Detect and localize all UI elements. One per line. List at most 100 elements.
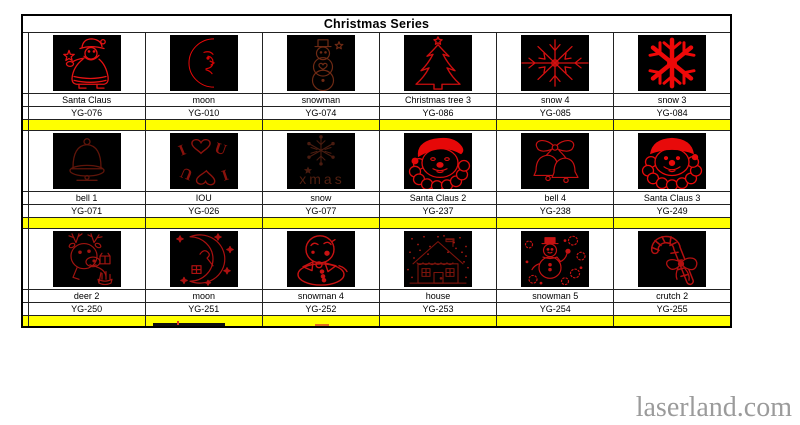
pattern-image-moon-2	[169, 231, 238, 287]
pattern-code: YG-076	[27, 106, 146, 120]
truncated-next-image	[152, 321, 225, 327]
highlight-cell	[378, 315, 498, 328]
pattern-name: Santa Claus 2	[378, 191, 498, 205]
truncated-red-mark	[176, 321, 179, 325]
pattern-cell	[496, 130, 615, 192]
pattern-cell	[261, 32, 380, 94]
iou-letter-u: U	[212, 140, 228, 159]
pattern-image-bell-4	[521, 133, 590, 189]
code-row-2: YG-071 YG-026 YG-077 YG-237 YG-238 YG-24…	[21, 204, 732, 218]
pattern-image-christmas-tree	[404, 35, 473, 91]
pattern-name: bell 1	[27, 191, 146, 205]
double-bells-icon	[533, 140, 579, 184]
pattern-name: snowman 4	[261, 289, 380, 303]
pattern-name: IOU	[144, 191, 263, 205]
image-row-2: I U xmas	[21, 130, 732, 192]
highlight-cell	[144, 217, 263, 229]
deer-icon	[67, 233, 113, 286]
snowman-flakes-icon	[525, 235, 586, 286]
highlight-cell	[27, 315, 146, 328]
highlight-row-3	[21, 315, 732, 328]
pattern-image-crutch-2	[638, 231, 707, 287]
name-row-1: Santa Claus moon snowman Christmas tree …	[21, 93, 732, 107]
highlight-cell	[261, 217, 380, 229]
pattern-code: YG-074	[261, 106, 380, 120]
pattern-code: YG-077	[261, 204, 380, 218]
pattern-cell: I U	[144, 130, 263, 192]
pattern-image-snow-xmas: xmas	[286, 133, 355, 189]
highlight-cell	[613, 119, 732, 131]
pattern-name: snow 3	[613, 93, 732, 107]
highlight-cell	[378, 119, 498, 131]
santa-claus-icon	[62, 38, 109, 89]
moon-scene-icon	[175, 233, 234, 286]
pattern-code: YG-086	[378, 106, 498, 120]
candy-cane-icon	[651, 235, 698, 286]
bell-icon	[68, 138, 105, 181]
highlight-cell	[496, 119, 615, 131]
pattern-code: YG-249	[613, 204, 732, 218]
pattern-image-deer-2	[52, 231, 121, 287]
pattern-image-santa-claus-2	[404, 133, 473, 189]
pattern-code: YG-084	[613, 106, 732, 120]
pattern-name: deer 2	[27, 289, 146, 303]
highlight-cell	[27, 217, 146, 229]
pattern-image-snow-3	[638, 35, 707, 91]
image-row-1	[21, 32, 732, 94]
pattern-name: snow	[261, 191, 380, 205]
highlight-cell	[496, 217, 615, 229]
table-title: Christmas Series	[21, 14, 732, 33]
pattern-name: snowman 5	[496, 289, 615, 303]
highlight-cell	[261, 119, 380, 131]
pattern-cell: xmas	[261, 130, 380, 192]
code-row-1: YG-076 YG-010 YG-074 YG-086 YG-085 YG-08…	[21, 106, 732, 120]
pattern-name: house	[378, 289, 498, 303]
code-row-3: YG-250 YG-251 YG-252 YG-253 YG-254 YG-25…	[21, 302, 732, 316]
highlight-cell	[144, 119, 263, 131]
pattern-code: YG-250	[27, 302, 146, 316]
pattern-image-santa-claus	[52, 35, 121, 91]
pattern-image-moon	[169, 35, 238, 91]
santa-face-icon	[408, 137, 471, 189]
pattern-image-snow-4	[521, 35, 590, 91]
red-smudge	[314, 324, 329, 327]
highlight-cell	[144, 315, 263, 328]
moon-face-icon	[188, 38, 215, 88]
highlight-cell	[261, 315, 380, 328]
name-row-3: deer 2 moon snowman 4 house snowman 5 cr…	[21, 289, 732, 303]
pattern-cell	[378, 228, 498, 290]
pattern-name: Santa Claus 3	[613, 191, 732, 205]
pattern-image-snowman-5	[521, 231, 590, 287]
pattern-name: snowman	[261, 93, 380, 107]
pattern-code: YG-238	[496, 204, 615, 218]
pattern-code: YG-251	[144, 302, 263, 316]
pattern-name: Santa Claus	[27, 93, 146, 107]
pattern-name: snow 4	[496, 93, 615, 107]
pattern-name: Christmas tree 3	[378, 93, 498, 107]
pattern-cell	[613, 228, 732, 290]
laserland-watermark: laserland.com	[635, 392, 792, 423]
pattern-code: YG-071	[27, 204, 146, 218]
pattern-cell	[613, 130, 732, 192]
pattern-name: moon	[144, 93, 263, 107]
pattern-image-santa-claus-3	[638, 133, 707, 189]
xmas-label: xmas	[299, 172, 344, 187]
pattern-code: YG-255	[613, 302, 732, 316]
pattern-code: YG-026	[144, 204, 263, 218]
iou-letter-i: I	[176, 142, 188, 160]
highlight-cell	[496, 315, 615, 328]
pattern-cell	[378, 130, 498, 192]
pattern-code: YG-010	[144, 106, 263, 120]
pattern-name: bell 4	[496, 191, 615, 205]
pattern-cell	[261, 228, 380, 290]
snowflake-bold-icon	[648, 37, 696, 89]
christmas-series-table: Christmas Series	[21, 14, 732, 328]
pattern-image-snowman	[286, 35, 355, 91]
snowman-face-icon	[297, 235, 348, 286]
highlight-row-1	[21, 119, 732, 131]
pattern-cell	[496, 228, 615, 290]
snowflake-line-icon	[521, 39, 589, 87]
pattern-image-snowman-4	[286, 231, 355, 287]
pattern-image-bell-1	[52, 133, 121, 189]
pattern-cell	[27, 130, 146, 192]
